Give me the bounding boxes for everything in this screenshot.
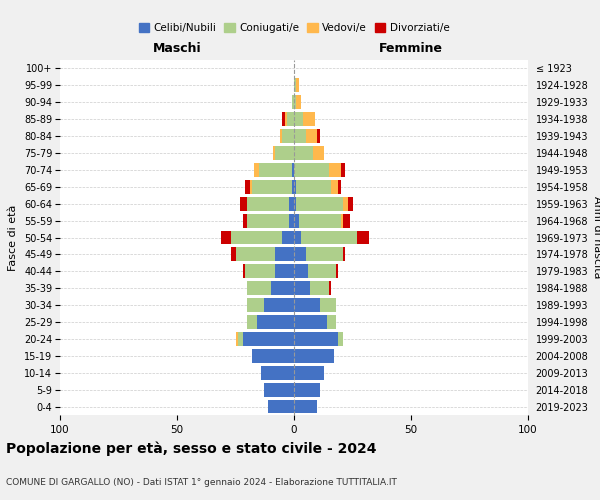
Bar	[294, 230, 301, 244]
Bar	[310, 282, 329, 295]
Bar	[263, 298, 294, 312]
Bar	[294, 366, 325, 380]
Bar	[343, 248, 346, 262]
Bar	[294, 264, 308, 278]
Bar	[231, 230, 283, 244]
Bar	[235, 248, 275, 262]
Bar	[292, 96, 294, 109]
Bar	[320, 298, 336, 312]
Bar	[268, 400, 294, 413]
Bar	[331, 180, 338, 194]
Bar	[296, 78, 299, 92]
Bar	[294, 163, 329, 177]
Bar	[247, 214, 289, 228]
Bar	[257, 315, 294, 329]
Bar	[252, 349, 294, 363]
Bar	[317, 129, 320, 143]
Bar	[294, 282, 310, 295]
Bar	[357, 230, 369, 244]
Bar	[289, 197, 294, 210]
Text: Popolazione per età, sesso e stato civile - 2024: Popolazione per età, sesso e stato civil…	[6, 441, 377, 456]
Text: COMUNE DI GARGALLO (NO) - Dati ISTAT 1° gennaio 2024 - Elaborazione TUTTITALIA.I: COMUNE DI GARGALLO (NO) - Dati ISTAT 1° …	[6, 478, 397, 487]
Bar	[250, 180, 252, 194]
Bar	[304, 112, 315, 126]
Bar	[273, 146, 275, 160]
Bar	[271, 282, 294, 295]
Bar	[238, 332, 242, 346]
Bar	[292, 180, 294, 194]
Bar	[313, 146, 325, 160]
Bar	[280, 129, 283, 143]
Bar	[294, 349, 334, 363]
Bar	[242, 264, 245, 278]
Bar	[294, 197, 296, 210]
Bar	[247, 282, 271, 295]
Bar	[247, 298, 263, 312]
Bar	[294, 96, 296, 109]
Bar	[294, 146, 313, 160]
Bar	[275, 248, 294, 262]
Bar	[240, 197, 247, 210]
Bar	[341, 163, 346, 177]
Bar	[242, 214, 247, 228]
Bar	[294, 298, 320, 312]
Bar	[343, 214, 350, 228]
Bar	[259, 163, 292, 177]
Bar	[283, 112, 284, 126]
Bar	[294, 315, 327, 329]
Bar	[329, 282, 331, 295]
Bar	[294, 382, 320, 396]
Bar	[294, 78, 296, 92]
Bar	[336, 264, 338, 278]
Bar	[294, 400, 317, 413]
Bar	[275, 264, 294, 278]
Bar	[294, 180, 296, 194]
Legend: Celibi/Nubili, Coniugati/e, Vedovi/e, Divorziati/e: Celibi/Nubili, Coniugati/e, Vedovi/e, Di…	[134, 19, 454, 38]
Bar	[338, 332, 343, 346]
Bar	[348, 197, 353, 210]
Bar	[221, 230, 231, 244]
Y-axis label: Anni di nascita: Anni di nascita	[592, 196, 600, 279]
Bar	[247, 315, 257, 329]
Bar	[306, 129, 317, 143]
Bar	[292, 163, 294, 177]
Bar	[299, 214, 341, 228]
Bar	[306, 248, 343, 262]
Bar	[341, 214, 343, 228]
Bar	[294, 214, 299, 228]
Bar	[343, 197, 348, 210]
Bar	[245, 180, 250, 194]
Bar	[242, 332, 294, 346]
Bar	[252, 180, 292, 194]
Bar	[294, 112, 304, 126]
Bar	[245, 264, 275, 278]
Bar	[283, 129, 294, 143]
Y-axis label: Fasce di età: Fasce di età	[8, 204, 19, 270]
Bar	[254, 163, 259, 177]
Bar	[294, 248, 306, 262]
Bar	[235, 332, 238, 346]
Bar	[296, 180, 331, 194]
Bar	[289, 214, 294, 228]
Text: Maschi: Maschi	[152, 42, 202, 55]
Bar	[261, 366, 294, 380]
Bar	[296, 96, 301, 109]
Bar	[327, 315, 336, 329]
Bar	[294, 129, 306, 143]
Bar	[284, 112, 287, 126]
Bar	[247, 197, 289, 210]
Bar	[283, 230, 294, 244]
Bar	[294, 332, 338, 346]
Bar	[329, 163, 341, 177]
Bar	[231, 248, 235, 262]
Bar	[287, 112, 294, 126]
Bar	[308, 264, 336, 278]
Bar	[263, 382, 294, 396]
Bar	[296, 197, 343, 210]
Text: Femmine: Femmine	[379, 42, 443, 55]
Bar	[338, 180, 341, 194]
Bar	[301, 230, 357, 244]
Bar	[275, 146, 294, 160]
